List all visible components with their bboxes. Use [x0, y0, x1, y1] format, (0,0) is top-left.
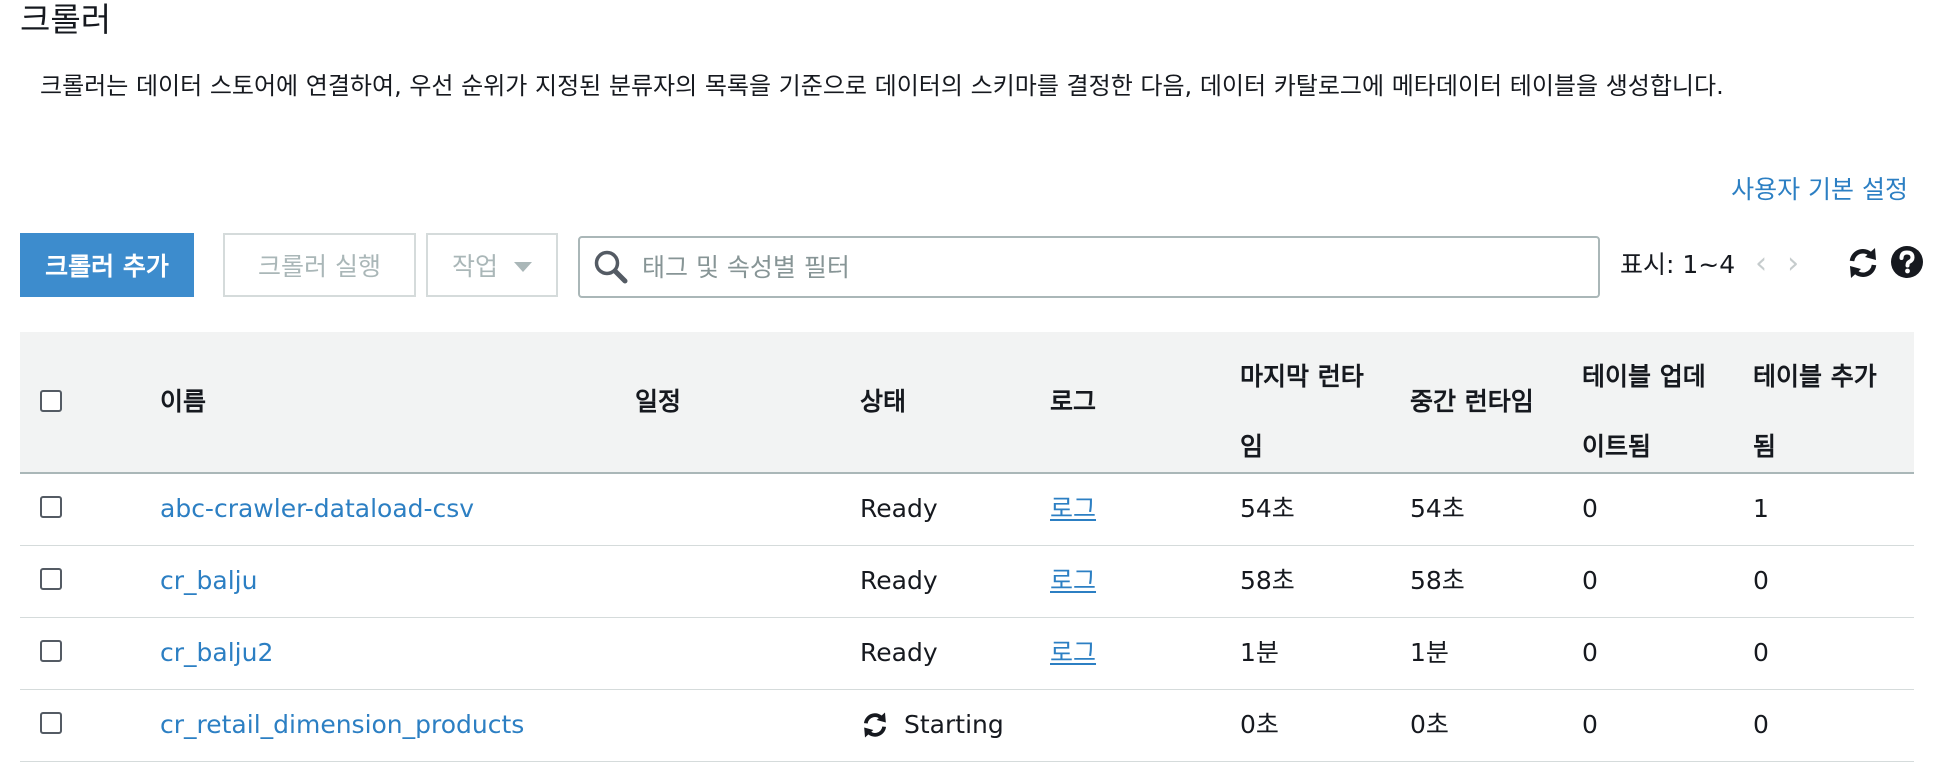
table-row: cr_balju Ready 로그 58초 58초 0 0	[20, 546, 1914, 618]
logs-link[interactable]: 로그	[1050, 566, 1097, 595]
last-runtime: 0초	[1240, 710, 1279, 739]
help-icon[interactable]	[1890, 245, 1924, 279]
pagination: 표시: 1~4 ‹ ›	[1620, 243, 1799, 283]
crawler-name-link[interactable]: abc-crawler-dataload-csv	[160, 494, 475, 523]
row-checkbox[interactable]	[40, 640, 62, 662]
tables-updated: 0	[1582, 494, 1598, 523]
last-runtime: 1분	[1240, 638, 1279, 667]
crawler-status: Starting	[860, 690, 1004, 760]
tables-updated: 0	[1582, 638, 1598, 667]
crawler-status: Ready	[860, 566, 938, 595]
table-row: abc-crawler-dataload-csv Ready 로그 54초 54…	[20, 474, 1914, 546]
median-runtime: 58초	[1410, 566, 1465, 595]
column-header-name[interactable]: 이름	[160, 387, 207, 416]
crawler-status-label: Starting	[904, 710, 1004, 739]
column-header-status[interactable]: 상태	[860, 387, 907, 416]
crawler-status: Ready	[860, 638, 938, 667]
column-header-logs: 로그	[1050, 387, 1097, 416]
tables-added: 0	[1753, 566, 1769, 595]
page-description: 크롤러는 데이터 스토어에 연결하여, 우선 순위가 지정된 분류자의 목록을 …	[40, 72, 1724, 100]
add-crawler-button[interactable]: 크롤러 추가	[20, 233, 194, 297]
crawler-table: 이름 일정 상태 로그 마지막 런타임 중간 런타임 테이블 업데이트됨 테이블…	[20, 332, 1914, 762]
actions-label: 작업	[451, 252, 498, 281]
crawler-name-link[interactable]: cr_balju	[160, 566, 258, 595]
column-header-last-runtime[interactable]: 마지막 런타임	[1240, 362, 1364, 461]
table-row: cr_retail_dimension_products Starting 0초…	[20, 690, 1914, 762]
row-checkbox[interactable]	[40, 712, 62, 734]
user-preferences-link[interactable]: 사용자 기본 설정	[1731, 175, 1908, 204]
last-runtime: 54초	[1240, 494, 1295, 523]
refresh-spinner-icon	[863, 712, 887, 738]
chevron-right-icon[interactable]: ›	[1787, 245, 1800, 281]
crawler-name-link[interactable]: cr_balju2	[160, 638, 274, 667]
actions-dropdown-button[interactable]: 작업	[426, 233, 558, 297]
crawler-name-link[interactable]: cr_retail_dimension_products	[160, 710, 525, 739]
median-runtime: 54초	[1410, 494, 1465, 523]
crawler-status: Ready	[860, 494, 938, 523]
search-icon	[594, 250, 628, 284]
tables-updated: 0	[1582, 710, 1598, 739]
logs-link[interactable]: 로그	[1050, 494, 1097, 523]
row-checkbox[interactable]	[40, 568, 62, 590]
row-checkbox[interactable]	[40, 496, 62, 518]
filter-search-box[interactable]	[578, 236, 1600, 298]
column-header-tables-added[interactable]: 테이블 추가됨	[1753, 362, 1877, 461]
search-input[interactable]	[640, 251, 1598, 283]
refresh-icon[interactable]	[1845, 245, 1881, 281]
median-runtime: 1분	[1410, 638, 1449, 667]
select-all-checkbox[interactable]	[40, 390, 62, 412]
tables-added: 1	[1753, 494, 1769, 523]
page-title: 크롤러	[20, 0, 112, 39]
toolbar: 크롤러 추가 크롤러 실행 작업 표시: 1~4 ‹ ›	[20, 233, 1923, 299]
tables-added: 0	[1753, 638, 1769, 667]
tables-added: 0	[1753, 710, 1769, 739]
caret-down-icon	[514, 261, 532, 272]
last-runtime: 58초	[1240, 566, 1295, 595]
tables-updated: 0	[1582, 566, 1598, 595]
table-header: 이름 일정 상태 로그 마지막 런타임 중간 런타임 테이블 업데이트됨 테이블…	[20, 332, 1914, 474]
pagination-label: 표시: 1~4	[1620, 250, 1736, 279]
chevron-left-icon[interactable]: ‹	[1755, 245, 1768, 281]
logs-link[interactable]: 로그	[1050, 638, 1097, 667]
median-runtime: 0초	[1410, 710, 1449, 739]
column-header-tables-updated[interactable]: 테이블 업데이트됨	[1582, 362, 1706, 461]
run-crawler-button[interactable]: 크롤러 실행	[223, 233, 416, 297]
table-row: cr_balju2 Ready 로그 1분 1분 0 0	[20, 618, 1914, 690]
column-header-schedule[interactable]: 일정	[635, 387, 682, 416]
column-header-median-runtime[interactable]: 중간 런타임	[1410, 387, 1534, 416]
